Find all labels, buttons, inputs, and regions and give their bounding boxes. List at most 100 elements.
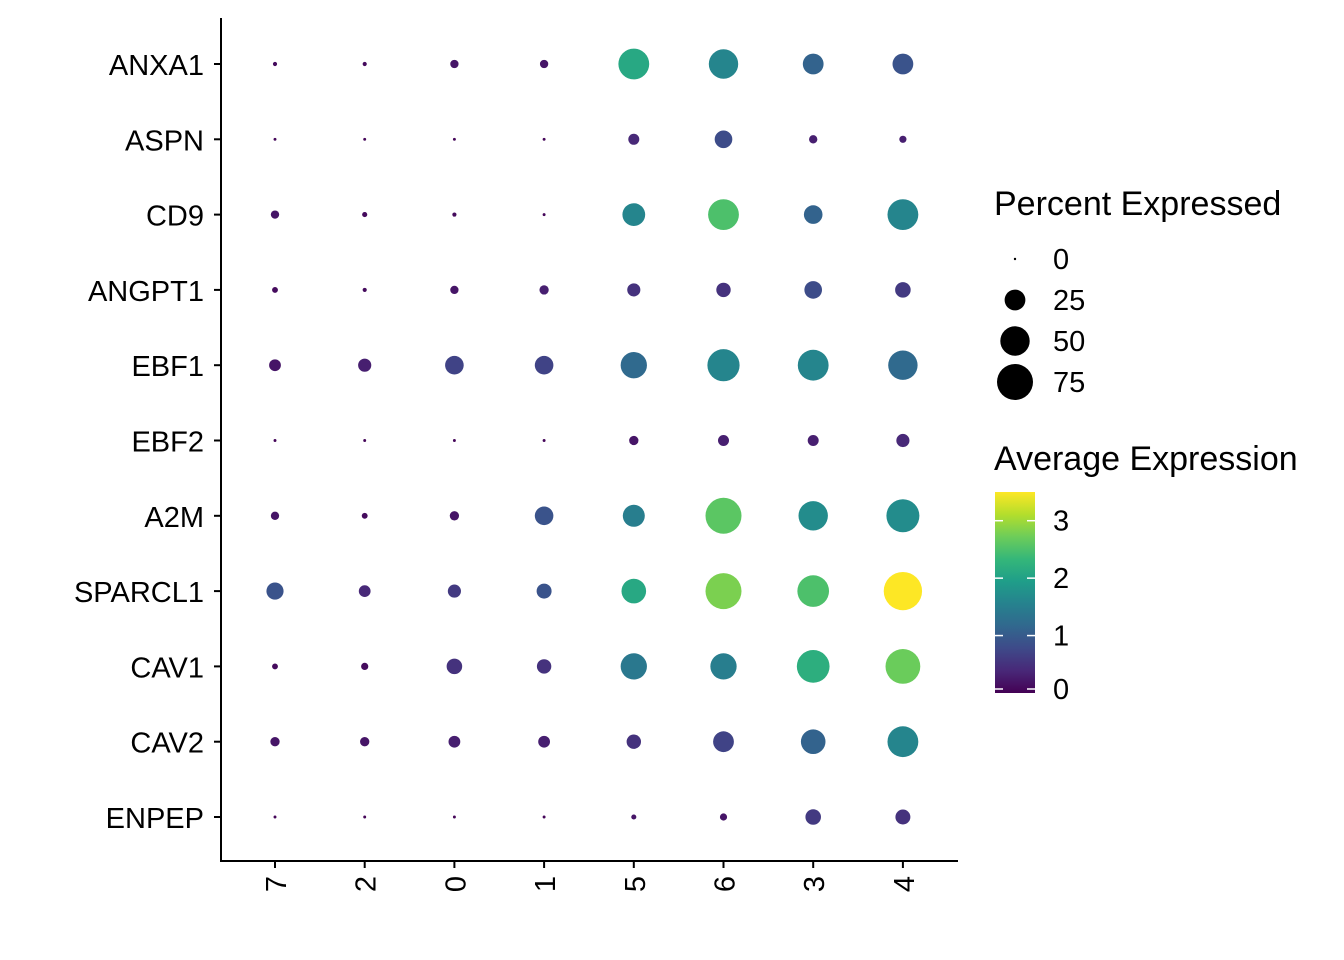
dot-CAV2-1	[538, 735, 550, 748]
x-tick-label: 1	[530, 876, 562, 892]
dot-A2M-0	[449, 511, 460, 521]
dot-CAV1-3	[796, 650, 830, 683]
dot-ASPN-5	[628, 133, 640, 145]
dot-SPARCL1-5	[621, 578, 647, 604]
x-tick-label: 2	[351, 876, 383, 892]
y-tick-label: EBF2	[131, 427, 204, 459]
dot-ANXA1-5	[618, 48, 650, 80]
dot-CAV1-7	[272, 663, 278, 670]
x-tick-label: 5	[620, 876, 652, 892]
dot-ANGPT1-5	[627, 283, 641, 297]
dot-A2M-3	[798, 501, 828, 531]
dot-CD9-3	[803, 205, 823, 224]
dot-EBF2-0	[452, 439, 456, 442]
dot-EBF1-4	[888, 350, 918, 380]
dot-EBF1-0	[445, 355, 464, 375]
dot-ANXA1-7	[272, 61, 278, 67]
x-tick-label: 0	[440, 876, 472, 892]
color-legend-label: 0	[1053, 674, 1069, 706]
dot-CAV1-4	[885, 649, 921, 684]
dot-A2M-1	[534, 506, 554, 526]
dot-ANXA1-6	[708, 49, 739, 79]
y-tick-label: EBF1	[131, 351, 204, 383]
color-legend-bar	[995, 492, 1035, 693]
dot-CAV1-2	[361, 662, 369, 671]
dot-EBF1-3	[797, 349, 829, 381]
dot-ANGPT1-0	[450, 285, 459, 295]
dot-EBF1-2	[358, 358, 372, 372]
size-legend-dot	[1000, 326, 1030, 356]
color-legend-label: 2	[1053, 563, 1069, 595]
dot-SPARCL1-6	[705, 573, 742, 610]
y-tick-label: ENPEP	[106, 803, 204, 835]
dot-CD9-0	[452, 212, 457, 217]
dot-SPARCL1-7	[266, 582, 284, 600]
y-tick-labels: ANXA1 ASPN CD9 ANGPT1 EBF1 EBF2 A2M SPARCL1 CAV1…	[74, 50, 221, 835]
dot-ANXA1-4	[892, 53, 914, 75]
y-tick-label: ANGPT1	[88, 276, 204, 308]
dot-CAV1-5	[620, 653, 647, 680]
dot-EBF2-7	[273, 439, 277, 442]
size-legend-dot	[1013, 257, 1017, 261]
dot-EBF2-5	[629, 435, 639, 446]
dot-ASPN-1	[542, 137, 546, 141]
dot-CAV1-1	[536, 659, 552, 674]
dot-EBF1-7	[269, 359, 281, 372]
dot-CAV1-0	[446, 658, 463, 675]
dot-ENPEP-5	[631, 814, 637, 820]
dot-CAV2-4	[887, 726, 919, 758]
dot-SPARCL1-4	[883, 571, 923, 611]
dot-ASPN-7	[273, 137, 277, 141]
y-tick-label: CAV2	[130, 728, 204, 760]
dot-ENPEP-7	[273, 815, 277, 819]
dot-CD9-2	[362, 212, 368, 218]
dot-CAV2-0	[448, 735, 461, 748]
dot-ENPEP-6	[719, 813, 728, 821]
dot-SPARCL1-0	[447, 584, 461, 598]
size-legend-title: Percent Expressed	[994, 185, 1281, 223]
dot-CD9-5	[622, 203, 646, 226]
dot-ANXA1-3	[802, 53, 824, 75]
size-legend-label: 75	[1053, 367, 1085, 399]
x-tick-label: 3	[799, 876, 831, 892]
dot-ENPEP-3	[805, 809, 821, 825]
dot-ASPN-6	[714, 130, 733, 149]
dot-EBF2-6	[718, 435, 729, 446]
dot-ANGPT1-6	[716, 282, 731, 298]
y-tick-label: A2M	[144, 502, 204, 534]
dot-layer	[266, 48, 923, 825]
dot-ASPN-2	[363, 137, 367, 141]
x-tick-label: 7	[261, 876, 293, 892]
dot-A2M-2	[361, 512, 368, 519]
dot-SPARCL1-2	[358, 585, 371, 597]
dot-EBF2-3	[807, 435, 819, 446]
dot-CD9-4	[887, 199, 919, 231]
dot-ANGPT1-3	[804, 281, 823, 299]
dot-ASPN-0	[452, 137, 456, 141]
dot-ENPEP-1	[542, 815, 546, 819]
dot-CAV2-7	[270, 737, 280, 747]
dot-SPARCL1-3	[797, 575, 830, 607]
dot-CAV2-3	[800, 729, 826, 754]
dot-ASPN-3	[809, 135, 818, 144]
dot-A2M-6	[705, 497, 742, 534]
dot-EBF2-4	[896, 433, 910, 448]
dot-CD9-1	[542, 213, 546, 217]
dot-CAV2-6	[713, 731, 734, 753]
dot-ANGPT1-2	[362, 287, 367, 292]
dot-A2M-7	[270, 511, 280, 520]
dot-EBF1-6	[707, 349, 740, 382]
size-legend-label: 25	[1053, 285, 1085, 317]
size-legend-dot	[1004, 289, 1026, 311]
x-tick-label: 6	[710, 876, 742, 892]
dot-ANXA1-0	[450, 59, 459, 69]
dot-ENPEP-0	[452, 815, 456, 819]
dot-EBF2-2	[363, 439, 367, 442]
dot-A2M-5	[622, 504, 645, 527]
dot-CD9-6	[708, 199, 739, 231]
dot-EBF2-1	[542, 439, 546, 442]
color-legend-title: Average Expression	[994, 440, 1298, 478]
size-legend-dot	[997, 364, 1033, 400]
dot-ANGPT1-1	[539, 285, 549, 295]
